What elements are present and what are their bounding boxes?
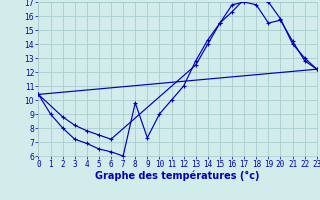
X-axis label: Graphe des températures (°c): Graphe des températures (°c) [95,171,260,181]
